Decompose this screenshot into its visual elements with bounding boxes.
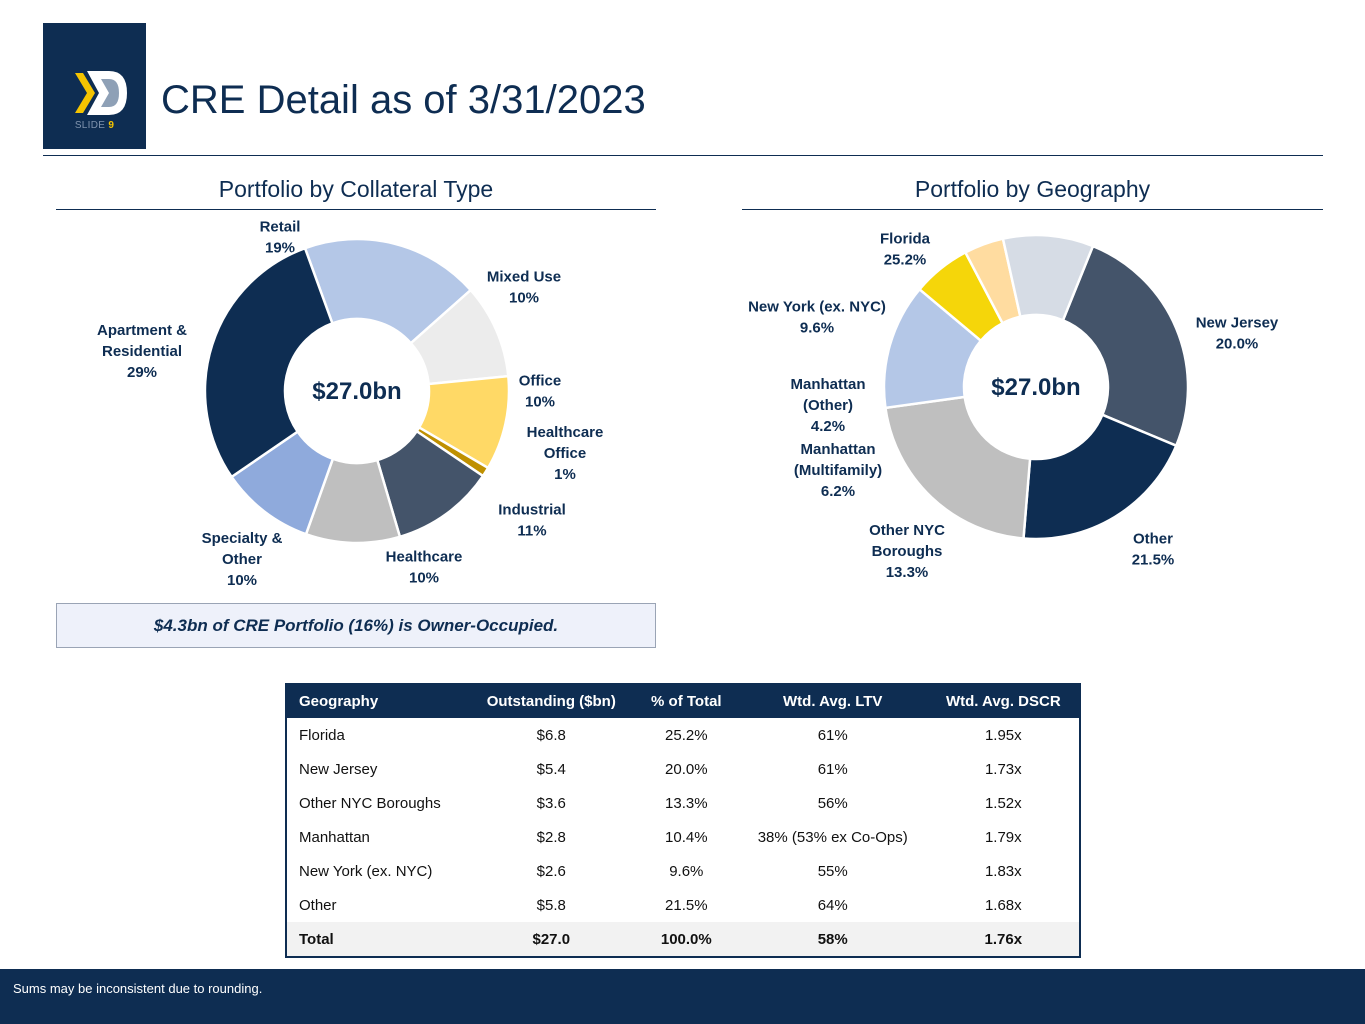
cell-dscr: 1.52x	[984, 794, 1022, 812]
header-ltv: Wtd. Avg. LTV	[737, 684, 928, 718]
slice-new-york-ex-nyc	[1001, 233, 1095, 322]
logo-mark-icon	[75, 71, 127, 115]
header-pct-total: % of Total	[634, 684, 738, 718]
cell-geography: New Jersey	[299, 760, 378, 778]
geography-donut: Florida 25.2% New Jersey 20.0% Other 21.5% Oth…	[748, 231, 1279, 582]
label-florida: Florida 25.2%	[880, 231, 931, 269]
geography-section-divider	[742, 209, 1323, 210]
cell-geography: Manhattan	[299, 828, 370, 846]
cell-dscr: 1.79x	[984, 828, 1022, 846]
table-row: Other $5.8 21.5% 64% 1.68x	[286, 888, 1080, 922]
slice-apartment-residential	[203, 246, 334, 479]
label-apartment-residential: Apartment & Residential 29%	[97, 322, 187, 381]
table-row: New Jersey $5.4 20.0% 61% 1.73x	[286, 752, 1080, 786]
label-manhattan-other: Manhattan (Other) 4.2%	[791, 376, 866, 435]
label-healthcare: Healthcare 10%	[386, 549, 463, 587]
label-office: Office 10%	[519, 373, 562, 411]
cell-pct-total: 13.3%	[665, 794, 708, 812]
cell-pct-total: 25.2%	[665, 726, 708, 744]
slide-number: SLIDE 9	[74, 120, 115, 131]
cell-outstanding: $27.0	[467, 922, 635, 957]
footer-note: Sums may be inconsistent due to rounding…	[13, 981, 263, 996]
slice-retail	[303, 237, 473, 345]
cell-outstanding: $5.8	[536, 896, 566, 914]
slice-florida	[1061, 244, 1190, 448]
cell-ltv: 64%	[817, 896, 848, 914]
header-outstanding: Outstanding ($bn)	[467, 684, 635, 718]
cell-pct-total: 10.4%	[665, 828, 708, 846]
header-dscr: Wtd. Avg. DSCR	[927, 684, 1080, 718]
page-title: CRE Detail as of 3/31/2023	[161, 78, 646, 122]
label-healthcare-office: Healthcare Office 1%	[527, 424, 604, 483]
cell-outstanding: $2.6	[536, 862, 566, 880]
cell-ltv: 61%	[817, 760, 848, 778]
geography-section-title: Portfolio by Geography	[914, 176, 1151, 202]
cell-pct-total: 100.0%	[634, 922, 738, 957]
table-row: New York (ex. NYC) $2.6 9.6% 55% 1.83x	[286, 854, 1080, 888]
collateral-section-divider	[56, 209, 656, 210]
owner-occupied-note: $4.3bn of CRE Portfolio (16%) is Owner-O…	[56, 603, 656, 648]
table-row: Florida $6.8 25.2% 61% 1.95x	[286, 718, 1080, 752]
label-manhattan-multifamily: Manhattan (Multifamily) 6.2%	[794, 441, 882, 500]
cell-geography: New York (ex. NYC)	[299, 862, 433, 880]
cell-pct-total: 20.0%	[665, 760, 708, 778]
cell-dscr: 1.76x	[927, 922, 1080, 957]
label-other: Other 21.5%	[1132, 531, 1175, 569]
collateral-section-title: Portfolio by Collateral Type	[218, 176, 494, 202]
logo: SLIDE 9	[43, 23, 146, 149]
cell-ltv: 55%	[817, 862, 848, 880]
cell-ltv: 58%	[737, 922, 928, 957]
cell-geography: Florida	[299, 726, 345, 744]
geography-table: Geography Outstanding ($bn) % of Total W…	[285, 683, 1081, 958]
table-total-row: Total $27.0 100.0% 58% 1.76x	[286, 922, 1080, 957]
label-industrial: Industrial 11%	[498, 502, 566, 540]
cell-dscr: 1.73x	[984, 760, 1022, 778]
collateral-donut: Retail 19% Mixed Use 10% Office 10% Healthcare…	[97, 219, 603, 590]
donut-charts: Retail 19% Mixed Use 10% Office 10% Healthcare…	[97, 219, 1279, 590]
cell-ltv: 56%	[817, 794, 848, 812]
table-row: Other NYC Boroughs $3.6 13.3% 56% 1.52x	[286, 786, 1080, 820]
label-specialty-other: Specialty & Other 10%	[202, 530, 283, 589]
cell-ltv: 61%	[817, 726, 848, 744]
cell-outstanding: $5.4	[536, 760, 566, 778]
cell-geography: Other NYC Boroughs	[299, 794, 441, 812]
cell-dscr: 1.68x	[984, 896, 1022, 914]
slice-new-jersey	[1022, 413, 1178, 541]
center-total-label: $27.0bn	[312, 378, 401, 405]
cell-ltv: 38% (53% ex Co-Ops)	[757, 828, 908, 846]
cell-pct-total: 21.5%	[665, 896, 708, 914]
label-new-york-ex-nyc: New York (ex. NYC) 9.6%	[748, 299, 886, 337]
footer: Sums may be inconsistent due to rounding…	[0, 969, 1365, 1024]
slice-other	[884, 395, 1032, 540]
title-divider	[43, 155, 1323, 156]
center-total-label: $27.0bn	[991, 374, 1080, 401]
label-retail: Retail 19%	[260, 219, 301, 257]
label-mixed-use: Mixed Use 10%	[487, 269, 561, 307]
cell-pct-total: 9.6%	[669, 862, 704, 880]
table-header-row: Geography Outstanding ($bn) % of Total W…	[286, 684, 1080, 718]
cell-dscr: 1.83x	[984, 862, 1022, 880]
cell-outstanding: $3.6	[536, 794, 566, 812]
cell-outstanding: $6.8	[536, 726, 566, 744]
header-geography: Geography	[286, 684, 468, 718]
label-new-jersey: New Jersey 20.0%	[1196, 315, 1279, 353]
cell-outstanding: $2.8	[536, 828, 566, 846]
cell-geography: Other	[299, 896, 337, 914]
cell-geography: Total	[286, 922, 468, 957]
label-other-nyc-boroughs: Other NYC Boroughs 13.3%	[869, 522, 945, 581]
cell-dscr: 1.95x	[984, 726, 1022, 744]
table-row: Manhattan $2.8 10.4% 38% (53% ex Co-Ops)…	[286, 820, 1080, 854]
